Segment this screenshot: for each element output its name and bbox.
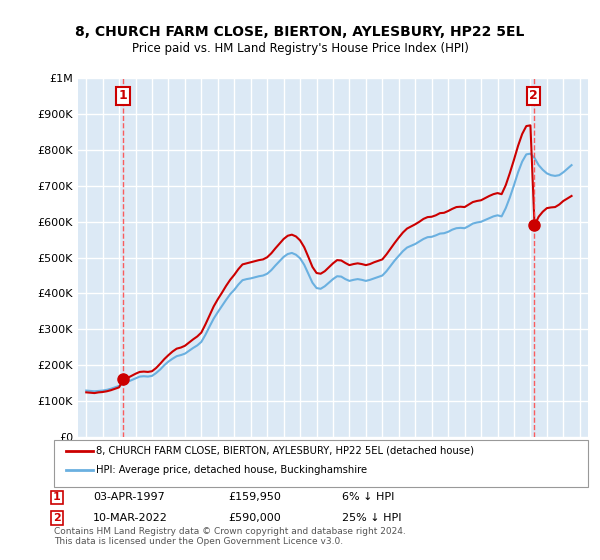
- Text: Price paid vs. HM Land Registry's House Price Index (HPI): Price paid vs. HM Land Registry's House …: [131, 42, 469, 55]
- Text: Contains HM Land Registry data © Crown copyright and database right 2024.
This d: Contains HM Land Registry data © Crown c…: [54, 526, 406, 546]
- Text: 2: 2: [529, 89, 538, 102]
- Text: £590,000: £590,000: [228, 513, 281, 523]
- Text: £159,950: £159,950: [228, 492, 281, 502]
- Text: 03-APR-1997: 03-APR-1997: [93, 492, 165, 502]
- Text: 1: 1: [53, 492, 61, 502]
- Text: 8, CHURCH FARM CLOSE, BIERTON, AYLESBURY, HP22 5EL (detached house): 8, CHURCH FARM CLOSE, BIERTON, AYLESBURY…: [96, 446, 474, 456]
- Text: 25% ↓ HPI: 25% ↓ HPI: [342, 513, 401, 523]
- Text: 10-MAR-2022: 10-MAR-2022: [93, 513, 168, 523]
- Text: 8, CHURCH FARM CLOSE, BIERTON, AYLESBURY, HP22 5EL: 8, CHURCH FARM CLOSE, BIERTON, AYLESBURY…: [76, 25, 524, 39]
- Text: 1: 1: [119, 89, 128, 102]
- Text: 2: 2: [53, 513, 61, 523]
- Text: 6% ↓ HPI: 6% ↓ HPI: [342, 492, 394, 502]
- Text: HPI: Average price, detached house, Buckinghamshire: HPI: Average price, detached house, Buck…: [96, 465, 367, 475]
